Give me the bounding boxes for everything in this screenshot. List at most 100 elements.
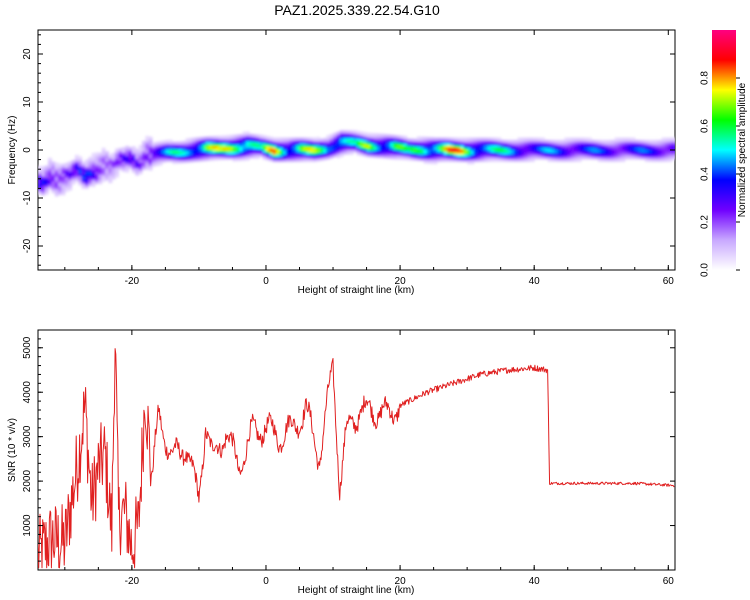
spectrogram-cell — [467, 144, 472, 148]
spectrogram-cell — [329, 141, 334, 145]
spectrogram-cell — [118, 164, 123, 168]
spectrogram-cell — [530, 154, 535, 158]
spectrogram-cell — [74, 169, 79, 173]
spectrogram-cell — [259, 153, 264, 157]
spectrogram-cell — [534, 151, 539, 155]
spectrogram-cell — [155, 144, 160, 148]
spectrogram-cell — [108, 172, 113, 176]
spectrogram-cell — [182, 143, 187, 147]
spectrogram-cell — [239, 134, 244, 138]
spectrogram-cell — [48, 176, 53, 180]
spectrogram-cell — [658, 154, 663, 158]
spectrogram-cell — [74, 166, 79, 170]
spectrogram-cell — [188, 142, 193, 146]
spectrogram-cell — [379, 145, 384, 149]
spectrogram-cell — [587, 142, 592, 146]
spectrogram-cell — [547, 149, 552, 153]
spectrogram-cell — [574, 149, 579, 153]
spectrogram-cell — [453, 149, 458, 153]
spectrogram-cell — [336, 148, 341, 152]
spectrogram-cell — [413, 143, 418, 147]
spectrogram-cell — [644, 149, 649, 153]
spectrogram-cell — [286, 156, 291, 160]
spectrogram-cell — [296, 159, 301, 163]
spectrogram-cell — [54, 191, 59, 195]
spectrogram-cell — [524, 159, 529, 163]
spectrogram-cell — [346, 139, 351, 143]
spectrogram-cell — [473, 156, 478, 160]
spectrogram-cell — [309, 137, 314, 141]
spectrogram-cell — [510, 159, 515, 163]
spectrogram-cell — [185, 142, 190, 146]
spectrogram-cell — [654, 144, 659, 148]
spectrogram-cell — [581, 151, 586, 155]
spectrogram-cell — [661, 142, 666, 146]
spectrogram-cell — [628, 142, 633, 146]
spectrogram-cell — [111, 164, 116, 168]
spectrogram-cell — [279, 137, 284, 141]
spectrogram-cell — [564, 142, 569, 146]
spectrogram-cell — [299, 156, 304, 160]
spectrogram-cell — [564, 154, 569, 158]
spectrogram-cell — [487, 156, 492, 160]
spectrogram-cell — [54, 181, 59, 185]
spectrogram-cell — [527, 144, 532, 148]
spectrogram-cell — [416, 155, 421, 159]
spectrogram-cell — [239, 143, 244, 147]
spectrogram-cell — [363, 148, 368, 152]
spectrogram-cell — [403, 157, 408, 161]
spectrogram-cell — [544, 144, 549, 148]
spectrogram-cell — [64, 189, 69, 193]
spectrogram-cell — [567, 151, 572, 155]
spectrogram-cell — [520, 147, 525, 151]
spectrogram-cell — [276, 147, 280, 151]
spectrogram-cell — [564, 137, 569, 141]
spectrogram-cell — [607, 151, 612, 155]
spectrogram-cell — [78, 180, 83, 184]
spectrogram-cell — [386, 139, 391, 143]
spectrogram-cell — [91, 157, 96, 161]
spectrogram-cell — [400, 152, 405, 156]
colorbar-ticks: 0.00.20.40.60.8 — [700, 71, 740, 277]
spectrogram-cell — [98, 152, 103, 156]
spectrogram-cell — [296, 142, 301, 146]
spectrogram-cell — [386, 151, 391, 155]
spectrogram-cell — [131, 150, 136, 154]
spectrogram-cell — [94, 164, 99, 168]
spectrogram-cell — [584, 147, 589, 151]
spectrogram-cell — [44, 189, 49, 193]
spectrogram-cell — [544, 156, 549, 160]
spectrogram-cell — [272, 151, 277, 155]
spectrogram-cell — [64, 165, 69, 169]
spectrogram-cell — [326, 149, 331, 153]
spectrogram-cell — [383, 145, 388, 149]
spectrogram-cell — [658, 159, 663, 163]
spectrogram-cell — [145, 159, 150, 163]
spectrogram-cell — [601, 147, 606, 151]
spectrogram-cell — [648, 147, 653, 151]
spectrogram-cell — [292, 154, 297, 158]
spectrogram-cell — [638, 149, 643, 153]
spectrogram-cell — [299, 151, 304, 155]
spectrogram-cell — [644, 154, 649, 158]
spectrogram-cell — [309, 159, 314, 163]
spectrogram-cell — [654, 156, 659, 160]
spectrogram-cell — [205, 138, 210, 142]
spectrogram-cell — [289, 154, 294, 158]
spectrogram-cell — [574, 137, 579, 141]
spectrogram-cell — [396, 147, 401, 151]
spectrogram-cell — [379, 140, 384, 144]
spectrogram-cell — [58, 165, 63, 169]
spectrogram-cell — [426, 136, 431, 140]
spectrogram-cell — [591, 151, 596, 155]
spectrogram-cell — [601, 142, 606, 146]
spectrogram-cell — [379, 148, 384, 152]
spectrogram-cell — [413, 155, 418, 159]
spectrogram-cell — [88, 173, 93, 177]
spectrogram-cell — [58, 175, 63, 179]
spectrogram-cell — [269, 148, 274, 152]
spectrogram-cell — [64, 181, 69, 185]
spectrogram-cell — [38, 185, 42, 189]
spectrogram-cell — [571, 144, 576, 148]
spectrogram-cell — [550, 147, 555, 151]
